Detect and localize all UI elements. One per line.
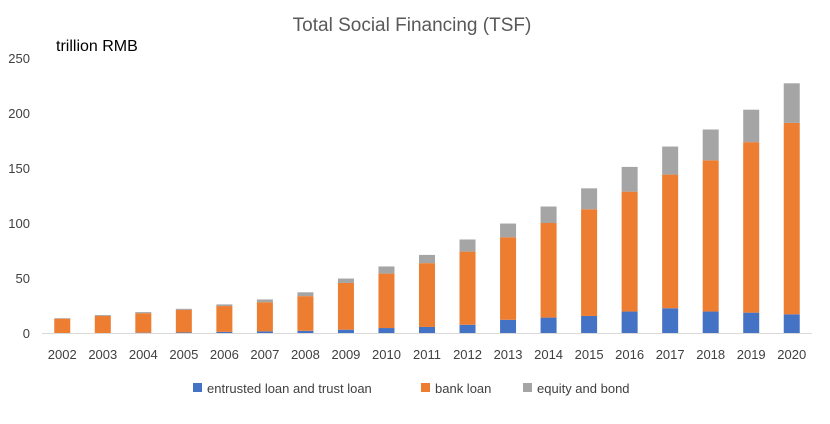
bar-segment-bank-loan <box>135 313 152 333</box>
x-tick-label: 2017 <box>656 347 685 362</box>
legend-label: entrusted loan and trust loan <box>207 381 372 396</box>
bar-segment-entrusted <box>175 332 192 333</box>
legend-swatch <box>523 383 532 392</box>
bar-segment-equity-bond <box>256 299 273 303</box>
bar-segment-equity-bond <box>500 223 517 238</box>
x-tick-label: 2016 <box>615 347 644 362</box>
bars <box>54 83 800 333</box>
bar-segment-bank-loan <box>743 142 760 313</box>
bar-segment-bank-loan <box>459 251 476 325</box>
bar-segment-equity-bond <box>743 109 760 143</box>
bar-segment-bank-loan <box>500 237 517 320</box>
bar-segment-entrusted <box>540 317 557 333</box>
x-tick-label: 2007 <box>250 347 279 362</box>
bar-segment-equity-bond <box>662 146 679 175</box>
bar-segment-equity-bond <box>621 166 638 192</box>
bar-segment-equity-bond <box>783 83 800 123</box>
x-axis: 2002 2003 2004 2005 2006 2007 2008 2009 2010 2011… <box>42 333 812 362</box>
y-tick-label: 250 <box>8 51 30 66</box>
legend-label: bank loan <box>435 381 491 396</box>
y-tick-label: 150 <box>8 161 30 176</box>
bar-segment-bank-loan <box>702 160 719 312</box>
bar-segment-entrusted <box>419 326 435 333</box>
bar-segment-equity-bond <box>175 308 192 310</box>
bar-segment-entrusted <box>378 328 395 333</box>
x-tick-label: 2008 <box>291 347 320 362</box>
legend: entrusted loan and trust loan bank loan eq… <box>193 381 630 396</box>
x-tick-label: 2018 <box>696 347 725 362</box>
x-tick-label: 2003 <box>88 347 117 362</box>
y-tick-label: 0 <box>23 326 30 341</box>
bar-segment-bank-loan <box>783 122 800 315</box>
bar-segment-bank-loan <box>621 191 638 312</box>
bar-segment-bank-loan <box>256 302 273 332</box>
bar-segment-entrusted <box>297 330 314 333</box>
bar-segment-entrusted <box>500 319 517 333</box>
bar-segment-entrusted <box>459 324 476 333</box>
x-tick-label: 2004 <box>129 347 158 362</box>
y-tick-label: 200 <box>8 106 30 121</box>
y-tick-label: 100 <box>8 216 30 231</box>
bar-segment-equity-bond <box>94 315 111 316</box>
bar-segment-entrusted <box>662 308 679 333</box>
bar-segment-equity-bond <box>135 312 152 314</box>
y-axis: 0 50 100 150 200 250 <box>8 51 30 341</box>
x-tick-label: 2020 <box>777 347 806 362</box>
bar-segment-equity-bond <box>297 292 314 297</box>
bar-segment-equity-bond <box>216 304 233 307</box>
bar-segment-equity-bond <box>337 278 354 283</box>
bar-segment-entrusted <box>743 312 760 333</box>
bar-segment-equity-bond <box>459 239 476 252</box>
bar-segment-equity-bond <box>540 206 557 223</box>
bar-segment-equity-bond <box>419 254 435 264</box>
x-tick-label: 2002 <box>48 347 77 362</box>
x-tick-label: 2015 <box>575 347 604 362</box>
bar-segment-bank-loan <box>175 309 192 333</box>
legend-swatch <box>193 383 202 392</box>
x-tick-label: 2014 <box>534 347 563 362</box>
x-tick-label: 2006 <box>210 347 239 362</box>
x-tick-label: 2010 <box>372 347 401 362</box>
bar-segment-equity-bond <box>378 266 395 274</box>
bar-segment-equity-bond <box>581 188 598 210</box>
x-tick-label: 2019 <box>737 347 766 362</box>
bar-segment-bank-loan <box>540 223 557 318</box>
bar-segment-bank-loan <box>419 263 435 327</box>
x-tick-label: 2012 <box>453 347 482 362</box>
bar-segment-bank-loan <box>378 273 395 329</box>
bar-segment-bank-loan <box>216 306 233 332</box>
unit-label: trillion RMB <box>56 38 138 55</box>
bar-segment-entrusted <box>216 331 233 333</box>
bar-segment-bank-loan <box>94 315 111 333</box>
bar-segment-entrusted <box>256 331 273 333</box>
x-tick-label: 2005 <box>169 347 198 362</box>
bar-segment-bank-loan <box>337 282 354 330</box>
bar-segment-entrusted <box>702 311 719 333</box>
bar-segment-bank-loan <box>54 318 71 333</box>
bar-segment-entrusted <box>783 314 800 333</box>
x-tick-label: 2009 <box>331 347 360 362</box>
legend-label: equity and bond <box>537 381 630 396</box>
bar-segment-bank-loan <box>581 209 598 316</box>
legend-swatch <box>421 383 430 392</box>
bar-segment-equity-bond <box>702 129 719 161</box>
y-tick-label: 50 <box>16 271 30 286</box>
bar-segment-bank-loan <box>662 174 679 309</box>
bar-segment-entrusted <box>621 311 638 333</box>
bar-segment-entrusted <box>337 329 354 333</box>
bar-segment-entrusted <box>581 315 598 333</box>
x-tick-label: 2011 <box>413 347 441 362</box>
x-tick-label: 2013 <box>494 347 523 362</box>
bar-segment-bank-loan <box>297 296 314 331</box>
chart-title: Total Social Financing (TSF) <box>293 15 532 36</box>
bar-segment-equity-bond <box>54 318 71 319</box>
